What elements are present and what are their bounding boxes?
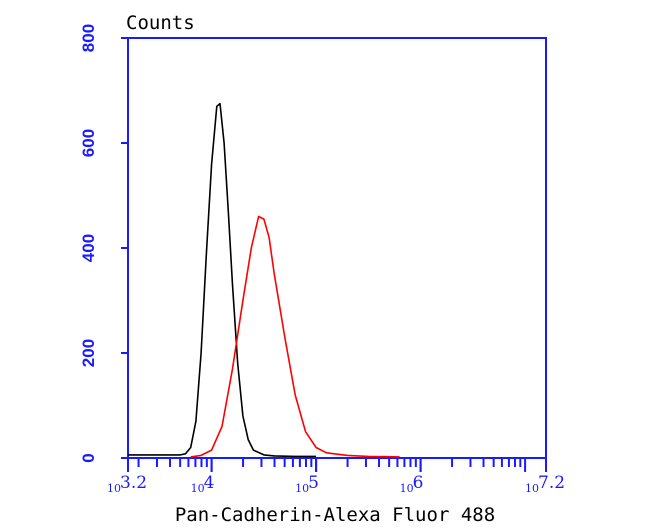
x-tick-label-base: 10 (400, 482, 414, 495)
series-line-1 (128, 102, 317, 458)
x-tick-label-exponent: 3.2 (120, 473, 147, 493)
y-tick-label: 600 (79, 129, 98, 157)
x-tick-label-base: 10 (191, 482, 205, 495)
x-tick-label-exponent: 4 (204, 473, 215, 493)
chart-title: Counts (126, 12, 195, 34)
x-tick-label-exponent: 7.2 (538, 473, 565, 493)
x-tick-label-base: 10 (525, 482, 539, 495)
y-tick-label: 0 (79, 453, 98, 462)
y-tick-label: 800 (79, 24, 98, 52)
series-line-2 (190, 215, 400, 458)
x-tick-label-exponent: 5 (308, 473, 319, 493)
x-axis-label: Pan-Cadherin-Alexa Fluor 488 (175, 504, 495, 526)
plot-frame (127, 37, 547, 459)
x-tick-label-base: 10 (295, 482, 309, 495)
x-tick-label-base: 10 (107, 482, 121, 495)
y-tick-label: 400 (79, 234, 98, 262)
x-tick-label-exponent: 6 (413, 473, 424, 493)
y-tick-label: 200 (79, 339, 98, 367)
